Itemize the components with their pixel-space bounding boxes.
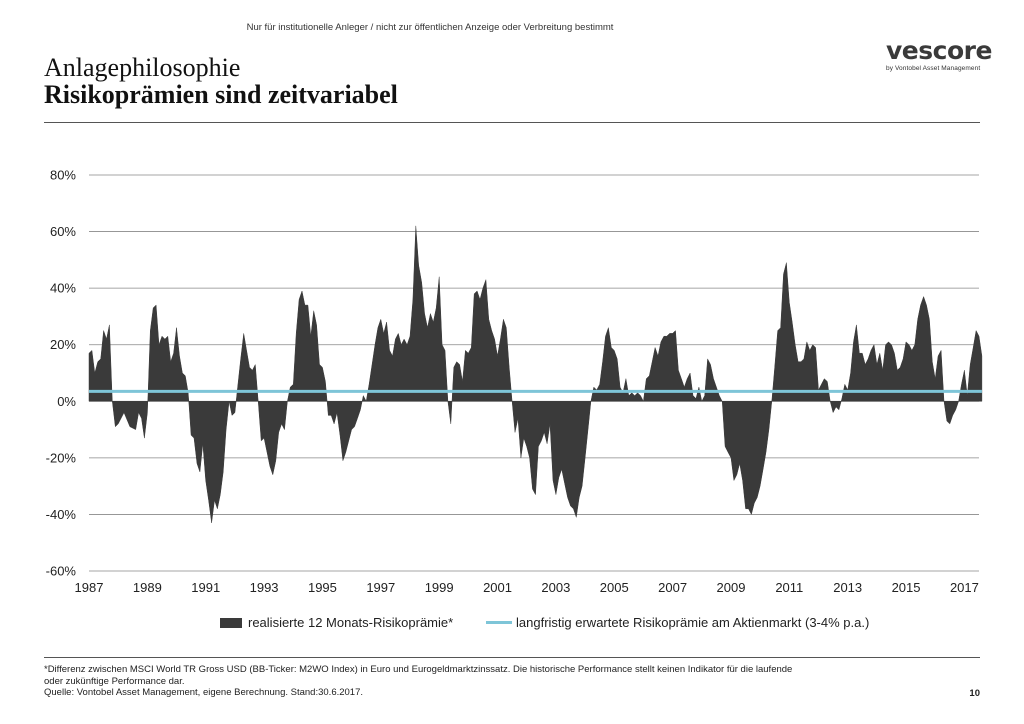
x-tick-label: 2013	[833, 580, 862, 595]
source-line: Quelle: Vontobel Asset Management, eigen…	[44, 687, 364, 698]
area-series	[88, 225, 983, 523]
disclaimer: Nur für institutionelle Anleger / nicht …	[246, 22, 614, 33]
legend-label-realized: realisierte 12 Monats-Risikoprämie*	[248, 615, 454, 630]
y-tick-label: -40%	[46, 507, 77, 522]
legend-item-realized: realisierte 12 Monats-Risikoprämie*	[220, 615, 453, 630]
x-tick-label: 2007	[658, 580, 687, 595]
legend-label-expected: langfristig erwartete Risikoprämie am Ak…	[516, 615, 870, 630]
page-title: Anlagephilosophie	[44, 53, 241, 82]
x-tick-label: 1993	[250, 580, 279, 595]
legend-item-expected: langfristig erwartete Risikoprämie am Ak…	[486, 615, 869, 630]
x-tick-label: 1999	[425, 580, 454, 595]
footnote-line-2: oder zukünftige Performance dar.	[44, 675, 185, 687]
y-tick-label: 20%	[50, 337, 76, 352]
series-area-realized	[88, 225, 983, 523]
x-tick-label: 2017	[950, 580, 979, 595]
logo-tagline: by Vontobel Asset Management	[886, 65, 981, 72]
grid-lines	[89, 174, 979, 572]
legend-swatch-line	[486, 621, 512, 624]
page-subtitle: Risikoprämien sind zeitvariabel	[44, 80, 398, 109]
footnote-line-1: *Differenz zwischen MSCI World TR Gross …	[44, 664, 793, 675]
risk-premium-chart: -60%-40%-20%0%20%40%60%80% 1987 1989 1991 1…	[46, 168, 983, 595]
y-tick-label: 80%	[50, 168, 76, 183]
x-tick-label: 1989	[133, 580, 162, 595]
legend-swatch-area	[220, 617, 242, 628]
footer-divider	[44, 657, 980, 658]
y-tick-label: -20%	[46, 450, 77, 465]
x-tick-label: 1997	[366, 580, 395, 595]
y-axis-ticks: -60% -40% -20% 0% 20% 40% 60% 80%	[46, 168, 77, 579]
x-tick-label: 2003	[541, 580, 570, 595]
x-tick-label: 2015	[892, 580, 921, 595]
x-axis-ticks: 1987 1989 1991 1993 1995 1997 1999 2001 2003 2005…	[75, 580, 979, 595]
y-tick-label: -60%	[46, 564, 77, 579]
vescore-logo: vescore by Vontobel Asset Management	[886, 36, 992, 73]
y-tick-label: 40%	[50, 281, 76, 296]
x-tick-label: 1991	[191, 580, 220, 595]
x-tick-label: 1987	[75, 580, 104, 595]
chart-legend: realisierte 12 Monats-Risikoprämie* lang…	[0, 615, 1024, 635]
page-number: 10	[969, 688, 980, 699]
x-tick-label: 2001	[483, 580, 512, 595]
x-tick-label: 1995	[308, 580, 337, 595]
header-divider	[44, 122, 980, 123]
x-tick-label: 2011	[775, 580, 803, 595]
logo-wordmark: vescore	[886, 36, 992, 65]
x-tick-label: 2009	[717, 580, 746, 595]
footnote: *Differenz zwischen MSCI World TR Gross …	[44, 664, 824, 699]
y-tick-label: 60%	[50, 224, 76, 239]
x-tick-label: 2005	[600, 580, 629, 595]
y-tick-label: 0%	[57, 394, 76, 409]
